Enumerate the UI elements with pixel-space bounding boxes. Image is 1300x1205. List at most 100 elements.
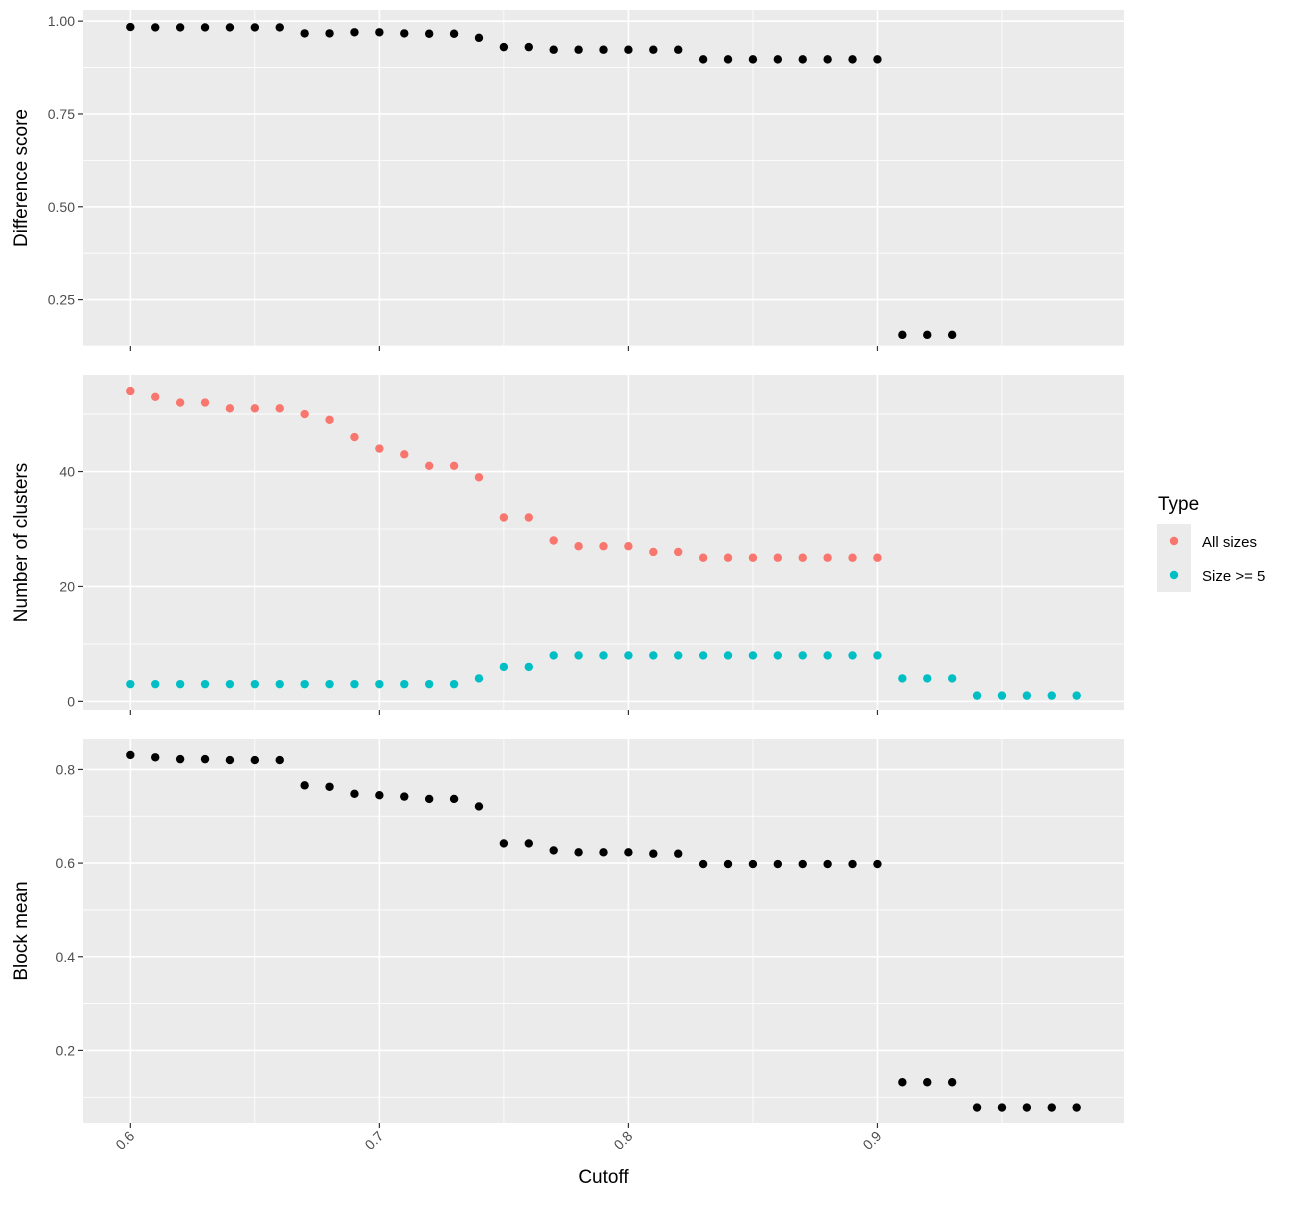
y-axis-title: Difference score <box>11 109 32 247</box>
legend-label: Size >= 5 <box>1202 568 1265 585</box>
data-point <box>499 513 509 522</box>
data-point <box>300 679 309 689</box>
data-point <box>898 330 907 340</box>
data-point <box>898 1078 907 1087</box>
data-point <box>599 848 608 857</box>
y-tick-label: 0.4 <box>56 949 76 965</box>
data-point <box>499 839 509 848</box>
data-point <box>225 23 235 32</box>
data-point <box>947 674 957 683</box>
data-point <box>225 679 235 689</box>
data-point <box>350 679 359 689</box>
data-point <box>449 794 459 804</box>
data-point <box>350 28 359 37</box>
data-point <box>449 461 459 470</box>
data-point <box>848 553 857 562</box>
x-tick-label: 0.7 <box>361 1128 386 1153</box>
data-point <box>823 55 832 64</box>
data-point <box>947 1078 957 1087</box>
y-tick-label: 1.00 <box>48 13 75 29</box>
y-tick-label: 0.2 <box>56 1042 76 1058</box>
data-point <box>474 674 484 683</box>
panel-background <box>83 739 1124 1123</box>
data-point <box>798 553 807 562</box>
data-point <box>798 55 807 64</box>
y-axis-title: Block mean <box>11 881 32 980</box>
data-point <box>375 679 384 689</box>
data-point <box>748 553 758 562</box>
data-point <box>798 651 807 660</box>
data-point <box>773 55 783 64</box>
data-point <box>400 29 409 38</box>
x-tick-label: 0.9 <box>859 1128 884 1153</box>
y-tick-label: 0.6 <box>56 855 76 871</box>
data-point <box>773 859 783 869</box>
data-point <box>649 547 658 557</box>
data-point <box>424 461 434 470</box>
data-point <box>275 23 284 32</box>
data-point <box>300 29 309 38</box>
data-point <box>400 792 409 801</box>
data-point <box>424 794 434 804</box>
data-point <box>126 750 135 760</box>
data-point <box>599 542 608 551</box>
legend-key-point <box>1169 570 1179 580</box>
data-point <box>723 553 733 562</box>
data-point <box>549 536 558 545</box>
data-point <box>549 651 558 660</box>
data-point <box>624 542 633 551</box>
data-point <box>698 651 708 660</box>
data-point <box>424 679 434 689</box>
data-point <box>873 55 882 64</box>
data-point <box>325 679 334 689</box>
panel-background <box>83 10 1124 346</box>
data-point <box>698 55 708 64</box>
data-point <box>474 33 484 43</box>
data-point <box>200 23 210 32</box>
data-point <box>175 23 185 32</box>
data-point <box>126 386 135 396</box>
data-point <box>599 651 608 660</box>
data-point <box>698 553 708 562</box>
data-point <box>225 755 235 765</box>
data-point <box>151 679 160 689</box>
data-point <box>574 542 583 551</box>
data-point <box>424 29 434 38</box>
data-point <box>175 754 185 764</box>
data-point <box>175 398 185 407</box>
data-point <box>698 859 708 869</box>
data-point <box>1072 691 1081 700</box>
data-point <box>873 859 882 869</box>
data-point <box>599 45 608 54</box>
data-point <box>624 651 633 660</box>
data-point <box>350 432 359 442</box>
data-point <box>947 330 957 340</box>
data-point <box>250 679 260 689</box>
data-point <box>574 45 583 54</box>
data-point <box>524 513 533 522</box>
data-point <box>449 679 459 689</box>
data-point <box>997 1103 1007 1112</box>
data-point <box>997 691 1007 700</box>
data-point <box>375 444 384 453</box>
x-axis-title: Cutoff <box>578 1167 629 1188</box>
data-point <box>499 42 509 52</box>
data-point <box>449 29 459 38</box>
data-point <box>300 409 309 419</box>
y-tick-label: 20 <box>59 578 75 594</box>
data-point <box>649 45 658 54</box>
data-point <box>126 22 135 32</box>
data-point <box>898 674 907 683</box>
data-point <box>524 42 533 52</box>
data-point <box>1022 1103 1032 1112</box>
data-point <box>773 651 783 660</box>
data-point <box>250 23 260 32</box>
data-point <box>873 651 882 660</box>
data-point <box>524 839 533 848</box>
y-tick-label: 0.8 <box>56 761 76 777</box>
data-point <box>275 404 284 413</box>
data-point <box>1047 1103 1056 1112</box>
data-point <box>823 553 832 562</box>
